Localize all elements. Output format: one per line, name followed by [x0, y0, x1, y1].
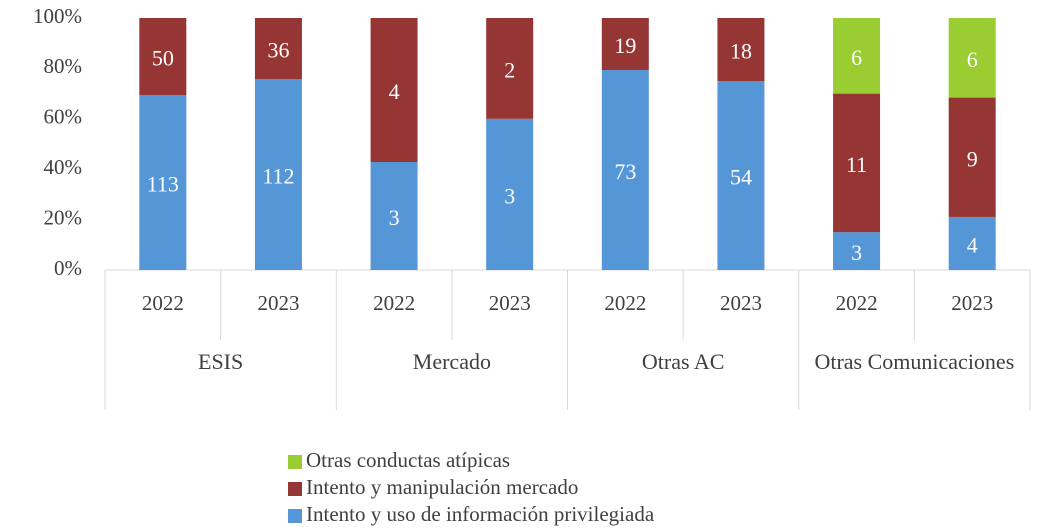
legend-swatch [288, 455, 302, 469]
data-label: 3 [504, 183, 515, 208]
group-label: Mercado [412, 349, 491, 374]
x-tick-label: 2022 [142, 291, 184, 315]
data-label: 19 [614, 33, 636, 58]
y-tick-label: 40% [44, 155, 83, 179]
data-label: 50 [152, 46, 174, 71]
bar-segment [601, 70, 649, 270]
data-label: 2 [504, 57, 515, 82]
data-label: 11 [846, 152, 867, 177]
bar-segment [948, 216, 996, 270]
bar-segment [601, 18, 649, 71]
group-label: Otras Comunicaciones [814, 349, 1015, 374]
data-label: 3 [851, 240, 862, 265]
data-label: 36 [267, 38, 289, 63]
data-label: 18 [730, 39, 752, 64]
data-label: 3 [389, 205, 400, 230]
group-label: Otras AC [641, 349, 725, 374]
data-label: 6 [851, 45, 862, 70]
legend-label: Otras conductas atípicas [306, 448, 510, 472]
bar-segment [948, 97, 996, 217]
data-label: 54 [730, 165, 752, 190]
bar-segment [948, 18, 996, 98]
bar-segment [833, 93, 881, 233]
data-label: 4 [967, 233, 978, 258]
bar-segment [139, 95, 187, 270]
bar-segment [370, 162, 418, 270]
bar-segment [486, 118, 534, 270]
y-tick-label: 80% [44, 54, 83, 78]
bar-segment [486, 18, 534, 119]
x-tick-label: 2023 [951, 291, 993, 315]
data-label: 113 [147, 172, 179, 197]
y-tick-label: 100% [33, 4, 82, 28]
legend-swatch [288, 482, 302, 496]
legend-label: Intento y uso de información privilegiad… [306, 502, 655, 526]
data-label: 4 [389, 79, 400, 104]
y-tick-label: 0% [54, 256, 82, 280]
bar-segment [370, 18, 418, 162]
x-tick-label: 2023 [720, 291, 762, 315]
data-label: 112 [262, 164, 294, 189]
bar-segment [833, 232, 881, 270]
data-label: 9 [967, 146, 978, 171]
x-tick-label: 2022 [604, 291, 646, 315]
bar-segment [717, 18, 765, 81]
group-label: ESIS [198, 349, 244, 374]
legend-label: Intento y manipulación mercado [306, 475, 578, 499]
bar-segment [717, 81, 765, 270]
data-label: 73 [614, 159, 636, 184]
y-tick-label: 60% [44, 105, 83, 129]
data-label: 6 [967, 47, 978, 72]
legend-swatch [288, 509, 302, 523]
bar-segment [254, 79, 302, 270]
x-tick-label: 2022 [836, 291, 878, 315]
x-tick-label: 2023 [489, 291, 531, 315]
y-tick-label: 20% [44, 205, 83, 229]
x-tick-label: 2022 [373, 291, 415, 315]
bar-segment [139, 18, 187, 96]
x-tick-label: 2023 [257, 291, 299, 315]
bar-segment [833, 18, 881, 94]
bar-segment [254, 18, 302, 80]
